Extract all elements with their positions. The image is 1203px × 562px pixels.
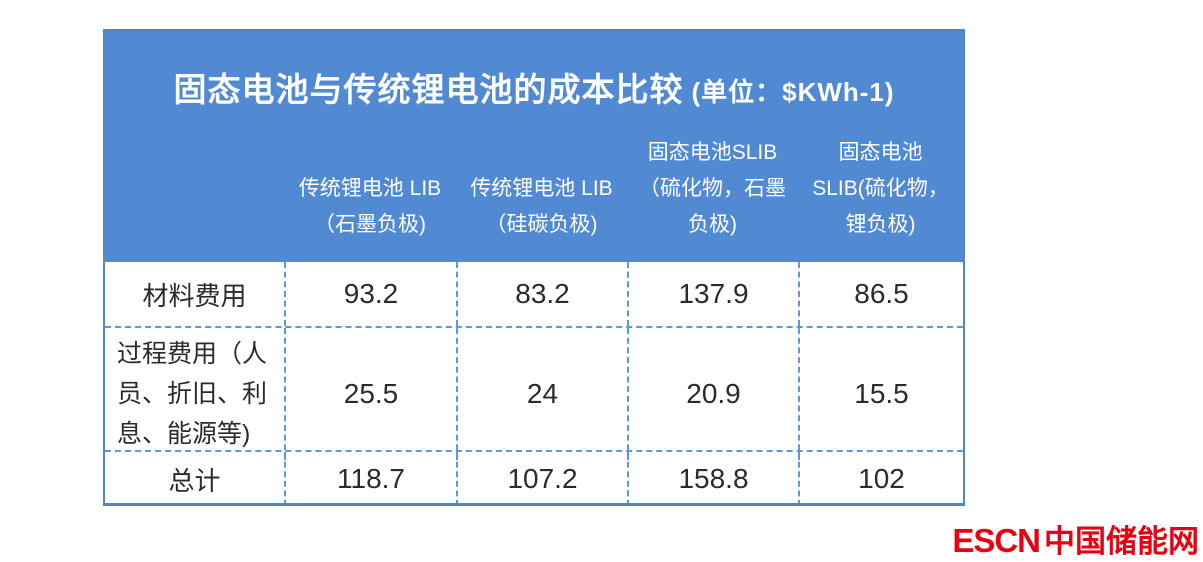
cell-value: 25.5 <box>284 328 456 460</box>
title-text: 固态电池与传统锂电池的成本比较 <box>173 71 684 108</box>
column-header-lib-graphite: 传统锂电池 LIB（石墨负极) <box>298 177 442 236</box>
cell-value: 83.2 <box>456 262 627 326</box>
table-header: 固态电池与传统锂电池的成本比较 (单位：$KWh-1) 传统锂电池 LIB（石墨负… <box>105 31 963 262</box>
column-header-empty <box>105 243 284 253</box>
table-row-process: 过程费用（人员、折旧、利息、能源等) 25.5 24 20.9 15.5 <box>105 326 963 460</box>
cell-value: 158.8 <box>627 452 798 503</box>
cell-value: 20.9 <box>627 328 798 460</box>
cell-value: 118.7 <box>284 452 456 503</box>
title-unit: (单位：$KWh-1) <box>691 77 895 107</box>
battery-cost-table: 固态电池与传统锂电池的成本比较 (单位：$KWh-1) 传统锂电池 LIB（石墨负… <box>103 29 965 506</box>
table-row-total: 总计 118.7 107.2 158.8 102 <box>105 450 963 503</box>
cell-value: 24 <box>456 328 627 460</box>
row-label: 过程费用（人员、折旧、利息、能源等) <box>117 340 268 448</box>
row-label: 材料费用 <box>142 280 247 311</box>
column-header-lib-silicon: 传统锂电池 LIB（硅碳负极) <box>470 177 613 236</box>
cell-value: 107.2 <box>456 452 627 503</box>
escn-logo-chinese: 中国储能网 <box>1044 524 1199 559</box>
column-header-slib-graphite: 固态电池SLIB（硫化物，石墨负极) <box>639 141 786 236</box>
column-header-slib-lithium: 固态电池 SLIB(硫化物，锂负极) <box>812 141 949 236</box>
cell-value: 137.9 <box>627 262 798 326</box>
table-title: 固态电池与传统锂电池的成本比较 (单位：$KWh-1) <box>105 31 963 111</box>
table-row-materials: 材料费用 93.2 83.2 137.9 86.5 <box>105 262 963 326</box>
escn-logo-latin: ESCN <box>952 522 1041 559</box>
cell-value: 15.5 <box>798 328 963 460</box>
row-label: 总计 <box>168 465 221 496</box>
table-body: + 能源电力说 材料费用 93.2 83.2 137.9 86.5 过程费用（人… <box>105 262 963 503</box>
cell-value: 86.5 <box>798 262 963 326</box>
cell-value: 102 <box>798 452 963 503</box>
column-header-row: 传统锂电池 LIB（石墨负极) 传统锂电池 LIB（硅碳负极) 固态电池SLIB… <box>105 111 963 253</box>
escn-logo: ESCN 中国储能网 <box>952 516 1199 561</box>
cell-value: 93.2 <box>284 262 456 326</box>
